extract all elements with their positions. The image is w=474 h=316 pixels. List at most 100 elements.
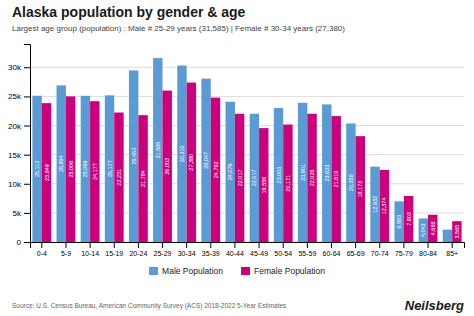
bar [356, 136, 365, 242]
data-label: 25,177 [107, 160, 113, 177]
branding: Neilsberg [405, 298, 464, 313]
x-tick: 85+ [446, 242, 458, 257]
bar [331, 116, 340, 242]
x-tick: 35-39 [202, 242, 220, 257]
bar [370, 167, 379, 242]
data-label: 28,047 [203, 152, 209, 169]
y-tick: 30k [8, 63, 30, 72]
bar-series [32, 58, 452, 242]
y-axis: 0 5k 10k 15k 20k 25k 30k [8, 45, 30, 248]
legend-item: Female Population [241, 266, 325, 276]
x-tick-mark [65, 242, 66, 248]
y-tick: 20k [8, 122, 30, 131]
bar [163, 91, 172, 242]
bars [32, 58, 461, 242]
y-tick: 0 [17, 238, 30, 247]
legend-swatch [149, 267, 158, 275]
grid-line [30, 96, 464, 97]
y-tick-label: 30k [8, 63, 22, 72]
x-tick: 80-84 [419, 242, 437, 257]
y-axis-line [24, 45, 31, 243]
x-tick: 55-59 [298, 242, 316, 257]
y-tick: 10k [8, 180, 30, 189]
bar [201, 79, 210, 242]
y-tick-mark [24, 184, 30, 185]
x-tick-label: 55-59 [298, 250, 316, 257]
data-label: 20,358 [348, 174, 354, 191]
data-label: 27,380 [188, 154, 194, 171]
y-tick-label: 5k [13, 209, 22, 218]
data-label: 24,177 [92, 163, 98, 180]
data-label: 6,983 [396, 215, 402, 229]
data-label: 29,463 [131, 148, 137, 165]
x-tick-mark [307, 242, 308, 248]
data-label: 20,171 [285, 175, 291, 192]
y-tick-label: 25k [8, 92, 22, 101]
plot: 05k10k15k20k25k30k0-45-910-1415-1920-242… [8, 45, 464, 257]
bar [274, 108, 283, 242]
x-tick-mark [428, 242, 429, 248]
legend-item: Male Population [149, 266, 223, 276]
bar [211, 98, 220, 242]
y-tick: 15k [8, 151, 30, 160]
y-tick-mark [24, 67, 30, 68]
data-label: 23,633 [324, 165, 330, 182]
data-label: 7,903 [406, 212, 412, 226]
data-label: 24,076 [227, 163, 233, 180]
x-tick: 10-14 [81, 242, 99, 257]
data-label: 26,003 [164, 158, 170, 175]
chart: Alaska population by gender & ageLargest… [0, 0, 474, 316]
bar [322, 104, 331, 242]
x-tick-label: 65-69 [347, 250, 365, 257]
x-tick-mark [283, 242, 284, 248]
x-tick-label: 75-79 [395, 250, 413, 257]
x-tick: 0-4 [37, 242, 47, 257]
x-tick-mark [41, 242, 42, 248]
data-label: 22,026 [309, 169, 315, 186]
x-tick-mark [259, 242, 260, 248]
x-tick-label: 50-54 [274, 250, 292, 257]
x-tick-label: 80-84 [419, 250, 437, 257]
bar [419, 218, 428, 242]
data-label: 25,096 [82, 161, 88, 178]
bar [226, 102, 235, 242]
bar [90, 101, 99, 242]
bar [298, 103, 307, 242]
x-tick: 50-54 [274, 242, 292, 257]
x-tick-mark [114, 242, 115, 248]
data-label: 30,310 [179, 145, 185, 162]
data-label: 3,565 [454, 225, 460, 239]
data-label: 22,231 [116, 169, 122, 186]
x-tick-mark [331, 242, 332, 248]
y-tick-label: 10k [8, 180, 22, 189]
x-tick: 5-9 [61, 242, 71, 257]
x-tick: 30-34 [178, 242, 196, 257]
bar [259, 128, 268, 242]
y-tick-mark [24, 126, 30, 127]
x-tick: 70-74 [371, 242, 389, 257]
source: Source: U.S. Census Bureau, American Com… [12, 302, 287, 310]
data-label: 24,792 [213, 161, 219, 178]
y-tick: 25k [8, 92, 30, 101]
x-tick-mark [234, 242, 235, 248]
x-tick-label: 40-44 [226, 250, 244, 257]
bar [177, 65, 186, 242]
data-label: 12,932 [372, 196, 378, 213]
x-tick-mark [162, 242, 163, 248]
bar [42, 103, 51, 242]
x-tick-label: 0-4 [37, 250, 47, 257]
x-tick-label: 60-64 [323, 250, 341, 257]
y-tick-mark [24, 242, 30, 243]
bar [57, 85, 66, 242]
data-label: 19,556 [261, 177, 267, 194]
bar-series [42, 83, 462, 242]
data-label: 4,688 [430, 221, 436, 235]
x-tick-label: 45-49 [250, 250, 268, 257]
data-label: 25,113 [34, 161, 40, 177]
bar [114, 113, 123, 242]
bar [394, 201, 403, 242]
x-tick-mark [452, 242, 453, 248]
data-label: 26,894 [58, 155, 64, 172]
grid [30, 67, 464, 242]
bar [81, 96, 90, 242]
